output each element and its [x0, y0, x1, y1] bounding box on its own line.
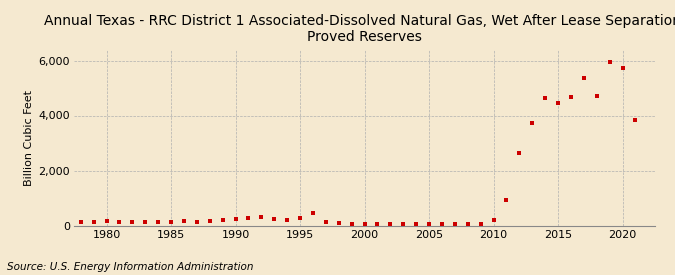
Point — [217, 218, 228, 222]
Point — [76, 220, 86, 224]
Point — [114, 220, 125, 224]
Point — [127, 220, 138, 224]
Point — [230, 217, 241, 222]
Point — [398, 222, 408, 226]
Point — [540, 96, 551, 101]
Point — [205, 219, 215, 223]
Point — [281, 218, 292, 222]
Point — [140, 220, 151, 224]
Point — [410, 222, 421, 226]
Point — [591, 94, 602, 98]
Point — [553, 101, 564, 106]
Point — [578, 76, 589, 81]
Point — [630, 117, 641, 122]
Point — [321, 219, 331, 224]
Point — [385, 222, 396, 226]
Title: Annual Texas - RRC District 1 Associated-Dissolved Natural Gas, Wet After Lease : Annual Texas - RRC District 1 Associated… — [44, 14, 675, 44]
Point — [308, 211, 319, 215]
Point — [333, 221, 344, 226]
Point — [101, 219, 112, 224]
Point — [153, 220, 163, 224]
Point — [501, 198, 512, 202]
Point — [604, 60, 615, 64]
Point — [372, 222, 383, 226]
Point — [192, 220, 202, 224]
Point — [88, 219, 99, 224]
Point — [294, 215, 305, 220]
Point — [256, 215, 267, 219]
Point — [165, 220, 176, 224]
Point — [617, 66, 628, 70]
Point — [475, 222, 486, 226]
Text: Source: U.S. Energy Information Administration: Source: U.S. Energy Information Administ… — [7, 262, 253, 272]
Point — [514, 151, 524, 156]
Point — [359, 222, 370, 226]
Point — [346, 222, 357, 226]
Point — [566, 95, 576, 99]
Point — [62, 220, 73, 224]
Point — [437, 222, 448, 226]
Point — [178, 219, 189, 224]
Point — [450, 222, 460, 226]
Point — [269, 216, 279, 221]
Y-axis label: Billion Cubic Feet: Billion Cubic Feet — [24, 89, 34, 186]
Point — [462, 222, 473, 226]
Point — [488, 218, 499, 222]
Point — [243, 216, 254, 220]
Point — [424, 222, 435, 226]
Point — [526, 121, 537, 125]
